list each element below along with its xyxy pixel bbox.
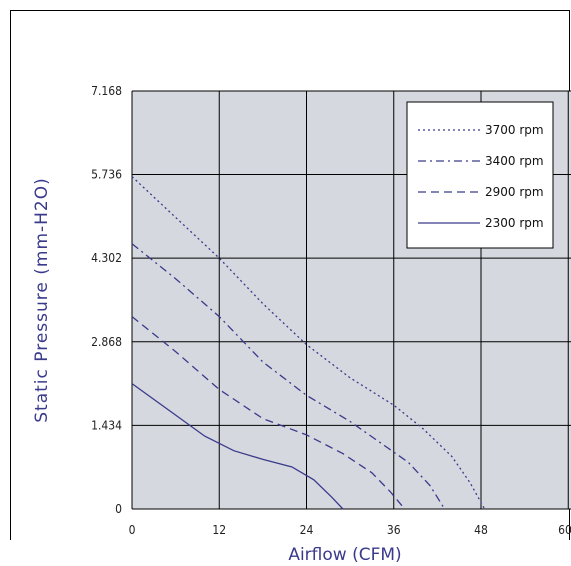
x-tick-label: 24 bbox=[300, 523, 314, 537]
curve-3700-rpm bbox=[131, 176, 486, 510]
curve-2900-rpm bbox=[131, 316, 406, 510]
x-axis-title: Airflow (CFM) bbox=[288, 545, 401, 565]
y-tick-label: 2.868 bbox=[91, 335, 122, 349]
y-tick-labels: 0 1.434 2.868 4.302 5.736 7.168 bbox=[91, 84, 122, 516]
y-tick-label: 4.302 bbox=[91, 251, 122, 265]
legend-label: 2900 rpm bbox=[485, 185, 544, 199]
curve-3400-rpm bbox=[131, 243, 446, 510]
legend-label: 3400 rpm bbox=[485, 154, 544, 168]
curves bbox=[131, 176, 486, 510]
x-tick-label: 36 bbox=[387, 523, 401, 537]
legend-label: 3700 rpm bbox=[485, 123, 544, 137]
x-tick-label: 60 bbox=[558, 523, 571, 537]
x-tick-labels: 0 12 24 36 48 60 bbox=[129, 523, 571, 537]
y-axis-title: Static Pressure (mm-H2O) bbox=[32, 177, 52, 423]
y-tick-label: 7.168 bbox=[91, 84, 122, 98]
y-tick-label: 5.736 bbox=[91, 168, 122, 182]
curve-2300-rpm bbox=[131, 383, 344, 510]
grid-lines bbox=[131, 90, 571, 510]
legend-box bbox=[406, 101, 554, 249]
legend-label: 2300 rpm bbox=[485, 216, 544, 230]
legend: 3700 rpm 3400 rpm 2900 rpm 2300 rpm bbox=[406, 101, 554, 249]
x-tick-label: 0 bbox=[129, 523, 136, 537]
x-tick-label: 12 bbox=[212, 523, 226, 537]
x-tick-label: 48 bbox=[474, 523, 488, 537]
y-tick-label: 1.434 bbox=[91, 418, 122, 432]
y-tick-label: 0 bbox=[115, 502, 122, 516]
